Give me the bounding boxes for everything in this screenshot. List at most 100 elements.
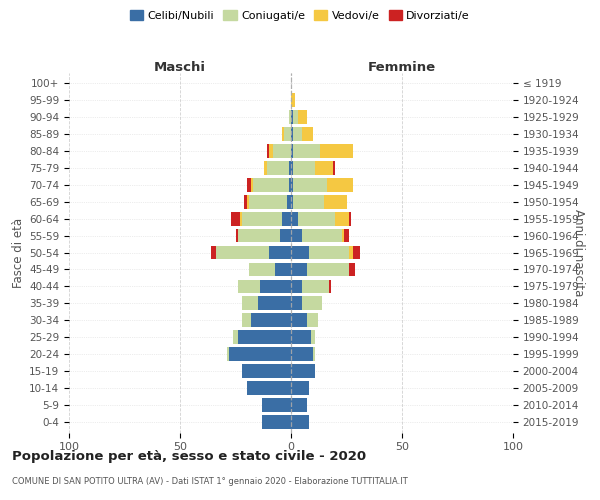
- Bar: [291, 178, 293, 192]
- Bar: [247, 194, 249, 208]
- Bar: [287, 194, 291, 208]
- Bar: [298, 212, 335, 226]
- Bar: [253, 178, 289, 192]
- Bar: [242, 314, 251, 328]
- Bar: [251, 314, 291, 328]
- Bar: [231, 212, 240, 226]
- Bar: [342, 228, 344, 242]
- Bar: [291, 262, 307, 276]
- Bar: [249, 262, 275, 276]
- Text: Popolazione per età, sesso e stato civile - 2020: Popolazione per età, sesso e stato civil…: [12, 450, 366, 463]
- Bar: [269, 144, 273, 158]
- Bar: [349, 246, 353, 260]
- Bar: [284, 126, 291, 140]
- Bar: [307, 314, 317, 328]
- Bar: [316, 160, 333, 174]
- Bar: [291, 92, 295, 106]
- Bar: [247, 382, 291, 396]
- Bar: [238, 280, 260, 293]
- Bar: [329, 280, 331, 293]
- Bar: [293, 194, 325, 208]
- Bar: [269, 246, 291, 260]
- Y-axis label: Anni di nascita: Anni di nascita: [572, 209, 585, 296]
- Bar: [291, 160, 293, 174]
- Bar: [244, 194, 247, 208]
- Bar: [265, 160, 266, 174]
- Bar: [293, 160, 316, 174]
- Bar: [302, 280, 329, 293]
- Bar: [335, 212, 349, 226]
- Bar: [282, 126, 284, 140]
- Bar: [242, 296, 258, 310]
- Bar: [266, 160, 289, 174]
- Bar: [260, 280, 291, 293]
- Bar: [349, 212, 351, 226]
- Bar: [273, 144, 291, 158]
- Bar: [311, 330, 316, 344]
- Bar: [235, 228, 238, 242]
- Bar: [238, 228, 280, 242]
- Bar: [289, 178, 291, 192]
- Bar: [302, 228, 342, 242]
- Bar: [293, 110, 298, 124]
- Bar: [291, 110, 293, 124]
- Bar: [291, 296, 302, 310]
- Text: COMUNE DI SAN POTITO ULTRA (AV) - Dati ISTAT 1° gennaio 2020 - Elaborazione TUTT: COMUNE DI SAN POTITO ULTRA (AV) - Dati I…: [12, 478, 408, 486]
- Bar: [229, 348, 291, 362]
- Bar: [307, 262, 349, 276]
- Bar: [282, 212, 291, 226]
- Bar: [326, 178, 353, 192]
- Bar: [247, 178, 251, 192]
- Bar: [293, 178, 326, 192]
- Bar: [240, 212, 242, 226]
- Bar: [291, 364, 316, 378]
- Bar: [275, 262, 291, 276]
- Bar: [242, 212, 282, 226]
- Bar: [291, 194, 293, 208]
- Bar: [291, 280, 302, 293]
- Bar: [262, 416, 291, 430]
- Bar: [353, 246, 360, 260]
- Bar: [291, 144, 293, 158]
- Bar: [293, 144, 320, 158]
- Bar: [291, 228, 302, 242]
- Text: Maschi: Maschi: [154, 61, 206, 74]
- Bar: [302, 126, 313, 140]
- Bar: [280, 228, 291, 242]
- Bar: [291, 398, 307, 412]
- Bar: [333, 160, 335, 174]
- Bar: [320, 144, 353, 158]
- Legend: Celibi/Nubili, Coniugati/e, Vedovi/e, Divorziati/e: Celibi/Nubili, Coniugati/e, Vedovi/e, Di…: [125, 6, 475, 25]
- Bar: [309, 246, 349, 260]
- Bar: [249, 194, 287, 208]
- Bar: [291, 330, 311, 344]
- Bar: [291, 416, 309, 430]
- Bar: [289, 160, 291, 174]
- Bar: [291, 314, 307, 328]
- Bar: [291, 382, 309, 396]
- Bar: [349, 262, 355, 276]
- Bar: [233, 330, 238, 344]
- Bar: [289, 110, 291, 124]
- Bar: [238, 330, 291, 344]
- Bar: [293, 126, 302, 140]
- Bar: [291, 246, 309, 260]
- Bar: [344, 228, 349, 242]
- Bar: [302, 296, 322, 310]
- Y-axis label: Fasce di età: Fasce di età: [12, 218, 25, 288]
- Bar: [291, 212, 298, 226]
- Bar: [298, 110, 307, 124]
- Bar: [266, 144, 269, 158]
- Bar: [325, 194, 347, 208]
- Bar: [291, 348, 313, 362]
- Bar: [211, 246, 215, 260]
- Bar: [313, 348, 316, 362]
- Bar: [262, 398, 291, 412]
- Bar: [251, 178, 253, 192]
- Bar: [258, 296, 291, 310]
- Text: Femmine: Femmine: [368, 61, 436, 74]
- Bar: [215, 246, 269, 260]
- Bar: [291, 126, 293, 140]
- Bar: [227, 348, 229, 362]
- Bar: [242, 364, 291, 378]
